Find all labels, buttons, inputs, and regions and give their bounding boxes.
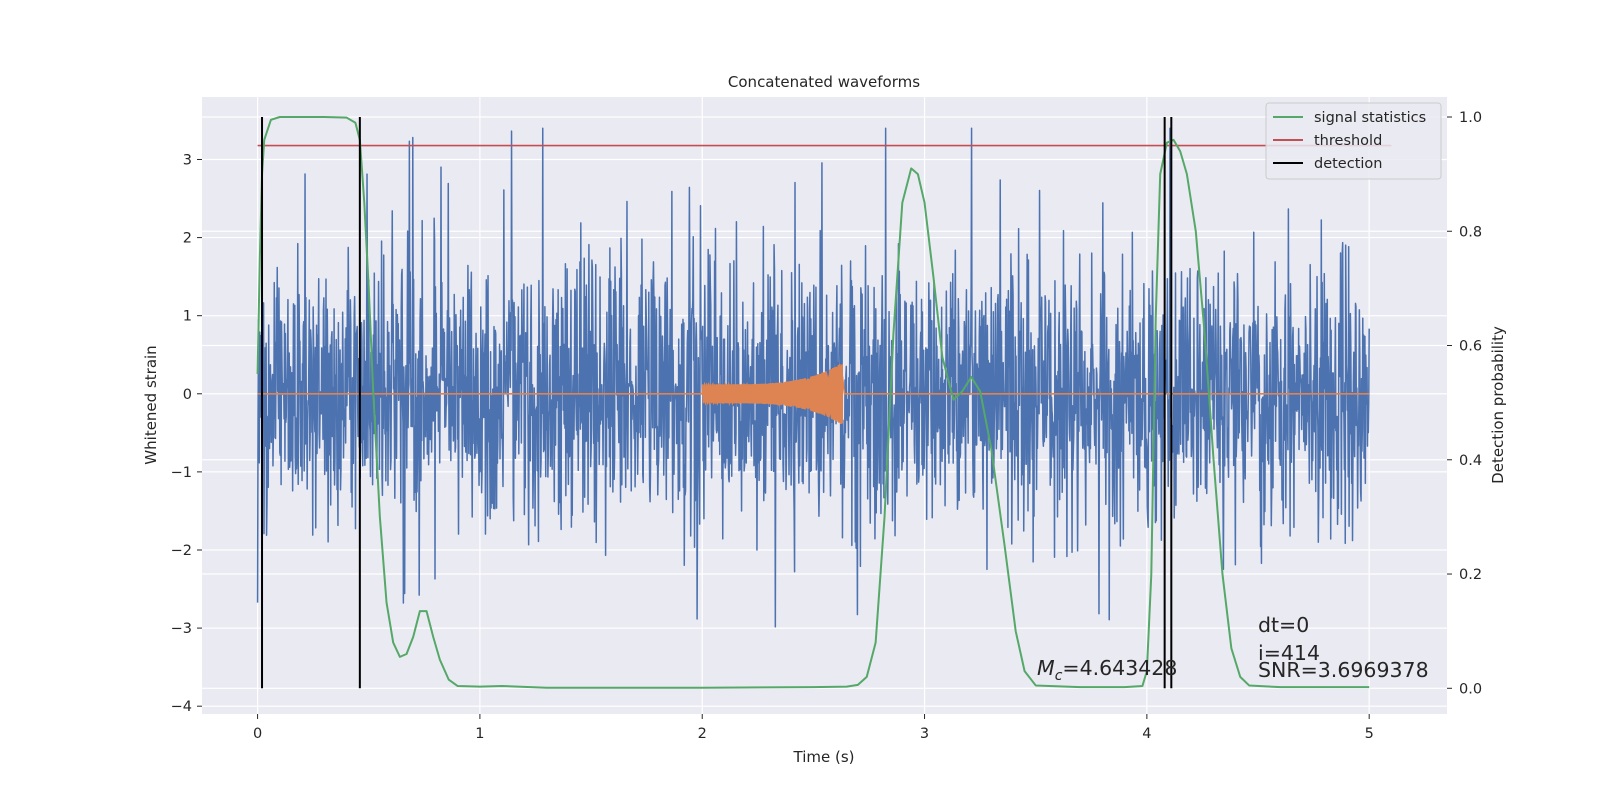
legend-label-detection: detection [1314, 156, 1382, 172]
y-tick-label: 3 [183, 152, 192, 168]
y-right-tick-label: 0.4 [1459, 453, 1482, 469]
series-injected-chirp [257, 364, 1370, 425]
chart-title: Concatenated waveforms [728, 73, 920, 91]
y-tick-label: −2 [171, 543, 192, 559]
y-right-tick-label: 0.0 [1459, 681, 1482, 697]
x-tick-label: 4 [1142, 726, 1151, 742]
annotation-chirp-mass-symbol: M [1037, 656, 1055, 680]
legend-label-signal-statistics: signal statistics [1314, 110, 1426, 126]
annotation-snr: SNR=3.6969378 [1258, 658, 1429, 682]
legend: signal statistics threshold detection [1265, 102, 1442, 180]
y-right-tick-label: 0.6 [1459, 339, 1482, 355]
annotation-chirp-mass: Mc=4.643428 [1037, 656, 1177, 684]
legend-frame [1265, 102, 1442, 180]
series-layer [256, 116, 1392, 689]
y-right-tick-label: 1.0 [1459, 110, 1482, 126]
x-tick-label: 2 [698, 726, 707, 742]
series-signal-statistics [256, 116, 1370, 689]
y-tick-label: 1 [183, 309, 192, 325]
x-axis-label: Time (s) [793, 748, 855, 766]
x-tick-label: 0 [253, 726, 262, 742]
x-tick-label: 3 [920, 726, 929, 742]
y-tick-label: 0 [183, 387, 192, 403]
annotation-chirp-mass-value: =4.643428 [1062, 656, 1177, 680]
annotation-chirp-mass-subscript: c [1055, 668, 1063, 684]
y-right-axis-label: Detection probability [1489, 326, 1507, 484]
y-axis-label: Whitened strain [142, 345, 160, 464]
y-right-tick-label: 0.2 [1459, 567, 1482, 583]
y-tick-label: 2 [183, 231, 192, 247]
annotation-index: i=414 [1258, 641, 1320, 665]
axis-layer: 0 1 2 3 4 5 −4 −3 −2 −1 0 1 2 3 0.0 0.2 0.4 0.6 0.8 1.0 [171, 110, 1482, 742]
x-tick-label: 5 [1365, 726, 1374, 742]
x-tick-label: 1 [475, 726, 484, 742]
series-whitened-noise [256, 127, 1370, 628]
y-tick-label: −1 [171, 465, 192, 481]
y-right-tick-label: 0.8 [1459, 224, 1482, 240]
y-tick-label: −3 [171, 621, 192, 637]
annotation-dt: dt=0 [1258, 613, 1309, 637]
legend-label-threshold: threshold [1314, 133, 1382, 149]
y-tick-label: −4 [171, 699, 192, 715]
